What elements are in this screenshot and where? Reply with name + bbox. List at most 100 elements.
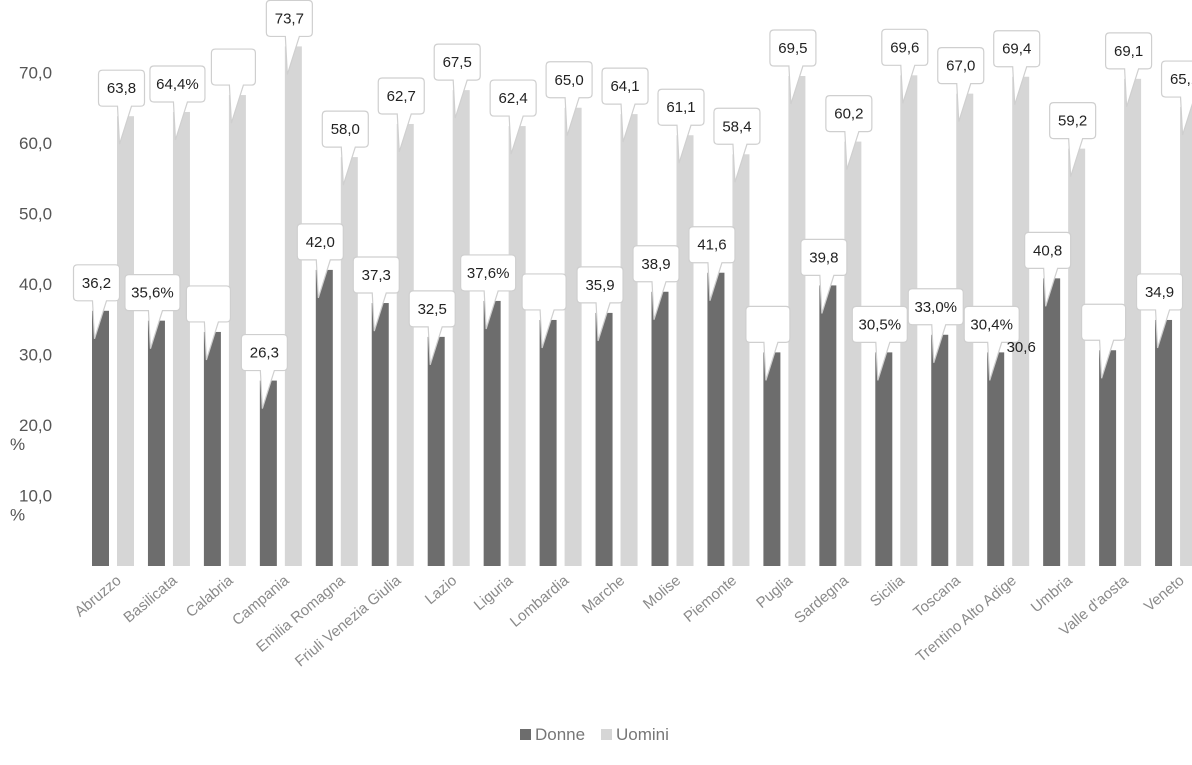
- bar-donne: [595, 312, 613, 566]
- data-label-donne-text: 32,5: [418, 301, 447, 318]
- data-label-donne: 33,0%: [907, 288, 964, 363]
- data-label-donne-bubble: [688, 226, 736, 301]
- data-label-donne: 41,6: [688, 226, 736, 301]
- bar-uomini: [788, 76, 806, 567]
- bar-donne: [315, 269, 333, 566]
- data-label-uomini: 61,1: [657, 88, 705, 164]
- data-label-uomini-text: 69,5: [778, 40, 807, 57]
- data-label-uomini: 65,1: [1160, 60, 1192, 136]
- data-label-uomini-text: 67,5: [443, 54, 472, 71]
- data-label-uomini-bubble: [769, 29, 817, 105]
- data-label-donne-bubble: [907, 288, 964, 363]
- bar-uomini: [1012, 76, 1030, 566]
- data-label-donne-text: 41,6: [697, 237, 726, 254]
- bar-donne: [875, 352, 893, 566]
- legend-swatch: [520, 729, 531, 740]
- x-tick-label: Liguria: [471, 572, 517, 614]
- data-label-uomini: 64,4%: [149, 65, 206, 141]
- data-label-uomini: 69,1: [1105, 32, 1153, 108]
- data-label-uomini-bubble: [601, 67, 649, 143]
- data-label-donne-bubble: [352, 256, 400, 332]
- x-tick-label: Umbria: [1028, 572, 1076, 617]
- y-tick-label: 10,0: [19, 487, 52, 506]
- data-label-donne-bubble: [1024, 231, 1072, 307]
- data-label-donne-bubble: [800, 238, 848, 314]
- data-label-uomini-bubble: [210, 48, 256, 124]
- data-label-uomini: 59,2: [1049, 102, 1097, 177]
- data-label-uomini-bubble: [433, 43, 481, 119]
- data-label-donne-text: 30,5%: [859, 316, 902, 333]
- x-tick-label: Puglia: [753, 572, 796, 612]
- bar-uomini: [732, 154, 750, 566]
- data-label-donne-text: 34,9: [1145, 284, 1174, 301]
- data-label-donne-bubble: [576, 266, 624, 342]
- bar-donne: [92, 310, 109, 566]
- data-label-uomini: 65,0: [545, 61, 593, 136]
- data-label-donne-bubble: [296, 223, 344, 299]
- data-label-donne: 37,6%: [460, 254, 517, 330]
- data-label-donne-text: 30,4%: [970, 316, 1013, 333]
- bar-uomini: [228, 95, 246, 566]
- bar-uomini: [452, 90, 470, 566]
- data-label-donne-bubble: [963, 305, 1020, 381]
- data-label-donne: 34,9: [1135, 273, 1184, 349]
- bar-donne: [427, 336, 445, 566]
- data-label-uomini-bubble: [545, 61, 593, 136]
- data-label-donne-text: 38,9: [641, 256, 670, 273]
- data-label-uomini-text: 67,0: [946, 58, 975, 75]
- bar-uomini: [844, 141, 862, 566]
- extra-data-label: 30,6: [1007, 339, 1036, 356]
- data-label-donne-text: 26,3: [250, 345, 279, 362]
- data-label-uomini-text: 62,7: [387, 88, 416, 105]
- bar-donne: [1155, 319, 1173, 566]
- bar-uomini: [396, 123, 414, 566]
- data-label-donne-bubble: [185, 285, 231, 361]
- x-tick-label: Sicilia: [867, 572, 908, 611]
- data-label-uomini-text: 65,1: [1170, 71, 1192, 88]
- data-label-uomini-text: 73,7: [275, 10, 304, 27]
- data-label-uomini: 60,2: [825, 94, 873, 170]
- bar-uomini: [620, 114, 638, 566]
- data-label-uomini-text: 65,0: [554, 72, 583, 89]
- x-tick-label: Calabria: [183, 572, 237, 621]
- bar-donne: [763, 352, 781, 566]
- data-label-donne-text: 39,8: [809, 249, 838, 266]
- data-label-uomini-text: 69,4: [1002, 41, 1031, 58]
- legend-swatch: [601, 729, 612, 740]
- bar-donne: [539, 319, 557, 566]
- data-label-uomini-bubble: [265, 0, 313, 75]
- bar-uomini: [508, 126, 526, 566]
- x-tick-label: Friuli Venezia Giulia: [292, 572, 405, 671]
- data-label-uomini-text: 63,8: [107, 80, 136, 97]
- data-label-uomini-bubble: [489, 79, 537, 155]
- data-label-uomini-bubble: [1105, 32, 1153, 108]
- data-label-donne-bubble: [124, 274, 181, 349]
- legend-label: Uomini: [616, 725, 669, 744]
- x-tick-label: Piemonte: [681, 572, 740, 626]
- data-label-donne-bubble: [1081, 303, 1127, 379]
- data-label-donne-text: 42,0: [306, 234, 335, 251]
- y-tick-label: 70,0: [19, 64, 52, 83]
- x-tick-label: Lombardia: [507, 572, 573, 631]
- data-label-donne: [745, 305, 791, 381]
- bar-donne: [819, 285, 837, 566]
- bar-uomini: [117, 116, 134, 567]
- data-label-donne-bubble: [745, 305, 791, 381]
- data-label-uomini: 62,4: [489, 79, 537, 155]
- data-label-donne: 39,8: [800, 238, 848, 314]
- bar-donne: [651, 291, 669, 566]
- data-label-donne-bubble: [72, 264, 121, 339]
- bar-donne: [259, 380, 277, 566]
- data-label-donne: [521, 273, 567, 349]
- data-label-uomini-bubble: [149, 65, 206, 141]
- data-label-donne: 38,9: [632, 245, 680, 320]
- data-label-uomini-bubble: [1049, 102, 1097, 177]
- data-label-donne-text: 40,8: [1033, 242, 1062, 259]
- legend-label: Donne: [535, 725, 585, 744]
- bar-donne: [147, 320, 165, 566]
- data-label-uomini: 73,7: [265, 0, 313, 75]
- data-label-uomini-bubble: [825, 94, 873, 170]
- data-label-uomini: 58,4: [713, 107, 761, 183]
- data-label-donne-text: 35,9: [585, 277, 614, 294]
